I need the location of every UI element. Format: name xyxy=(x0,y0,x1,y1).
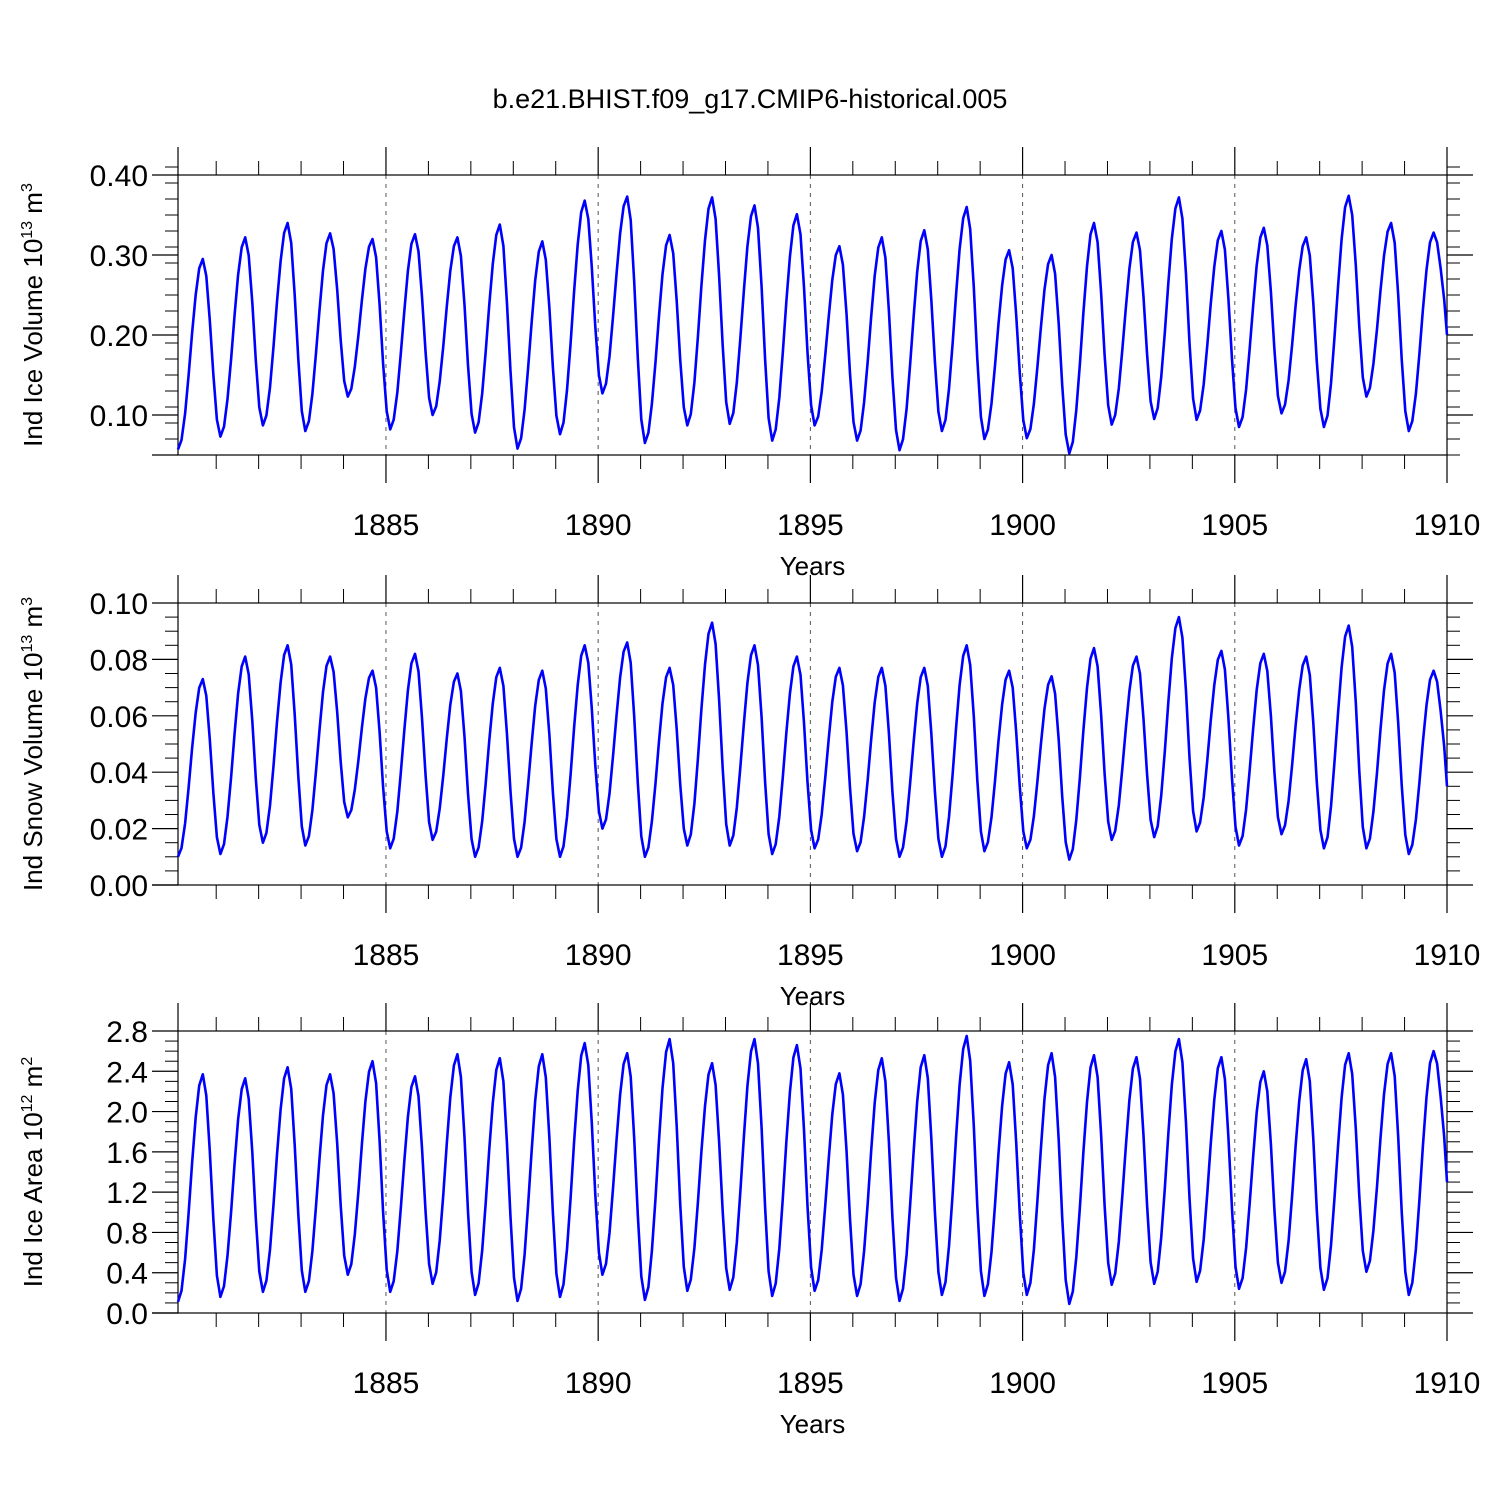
ice-area-ytick-label: 0.8 xyxy=(106,1217,148,1250)
ice-volume-xtick-label: 1895 xyxy=(777,509,844,542)
ice-area-ytick-label: 2.4 xyxy=(106,1056,148,1089)
snow-volume-xlabel: Years xyxy=(780,981,846,1011)
ice-volume-xtick-label: 1890 xyxy=(565,509,632,542)
ice-volume-xlabel: Years xyxy=(780,551,846,581)
snow-volume-xtick-label: 1885 xyxy=(353,939,420,972)
ice-volume-ytick-label: 0.10 xyxy=(90,400,148,433)
ice-area-xtick-label: 1905 xyxy=(1201,1367,1268,1400)
snow-volume-ytick-label: 0.04 xyxy=(90,757,148,790)
snow-volume-xtick-label: 1905 xyxy=(1201,939,1268,972)
ice-volume-xtick-label: 1905 xyxy=(1201,509,1268,542)
ice-area-ylabel: Ind Ice Area 1012 m2 xyxy=(18,1057,48,1288)
ice-area-ytick-label: 0.4 xyxy=(106,1258,148,1291)
ice-volume-frame xyxy=(177,174,1448,456)
page-title: b.e21.BHIST.f09_g17.CMIP6-historical.005 xyxy=(492,84,1008,114)
ice-area-panel: 0.0 0.4 0.8 1.2 1.6 2.0 2.4 2.8 1885 1890 1895 1900… xyxy=(18,1003,1480,1439)
ice-volume-ytick-label: 0.20 xyxy=(90,320,148,353)
snow-volume-ytick-label: 0.00 xyxy=(90,870,148,903)
ice-volume-ytick-label: 0.40 xyxy=(90,160,148,193)
ice-volume-xtick-label: 1885 xyxy=(353,509,420,542)
snow-volume-series-line xyxy=(176,615,1449,861)
ice-area-ytick-label: 1.2 xyxy=(106,1177,148,1210)
ice-area-ytick-label: 2.8 xyxy=(106,1016,148,1049)
ice-area-xtick-label: 1890 xyxy=(565,1367,632,1400)
snow-volume-ytick-label: 0.06 xyxy=(90,701,148,734)
snow-volume-panel: 0.00 0.02 0.04 0.06 0.08 0.10 1885 1890 1895 1900… xyxy=(18,575,1480,1011)
ice-area-xtick-label: 1885 xyxy=(353,1367,420,1400)
ice-volume-ylabel: Ind Ice Volume 1013 m3 xyxy=(18,183,48,447)
snow-volume-ylabel: Ind Snow Volume 1013 m3 xyxy=(18,597,48,891)
ice-area-xtick-label: 1900 xyxy=(989,1367,1056,1400)
ice-area-ytick-label: 0.0 xyxy=(106,1298,148,1331)
snow-volume-xtick-label: 1900 xyxy=(989,939,1056,972)
ice-area-xlabel: Years xyxy=(780,1409,846,1439)
ice-volume-ytick-label: 0.30 xyxy=(90,240,148,273)
ice-area-ytick-label: 2.0 xyxy=(106,1097,148,1130)
ice-volume-panel: 0.10 0.20 0.30 0.40 1885 1890 1895 1900 1905 1910… xyxy=(18,147,1480,581)
snow-volume-xtick-label: 1890 xyxy=(565,939,632,972)
snow-volume-xtick-label: 1895 xyxy=(777,939,844,972)
snow-volume-ytick-label: 0.08 xyxy=(90,644,148,677)
ice-area-ytick-label: 1.6 xyxy=(106,1137,148,1170)
snow-volume-ytick-label: 0.10 xyxy=(90,588,148,621)
ice-volume-xtick-label: 1900 xyxy=(989,509,1056,542)
ice-volume-series-line xyxy=(176,194,1449,455)
ice-area-xtick-label: 1895 xyxy=(777,1367,844,1400)
snow-volume-xtick-label: 1910 xyxy=(1414,939,1481,972)
ice-area-series-line xyxy=(176,1034,1449,1306)
ice-volume-xtick-label: 1910 xyxy=(1414,509,1481,542)
ice-area-xtick-label: 1910 xyxy=(1414,1367,1481,1400)
snow-volume-ytick-label: 0.02 xyxy=(90,814,148,847)
